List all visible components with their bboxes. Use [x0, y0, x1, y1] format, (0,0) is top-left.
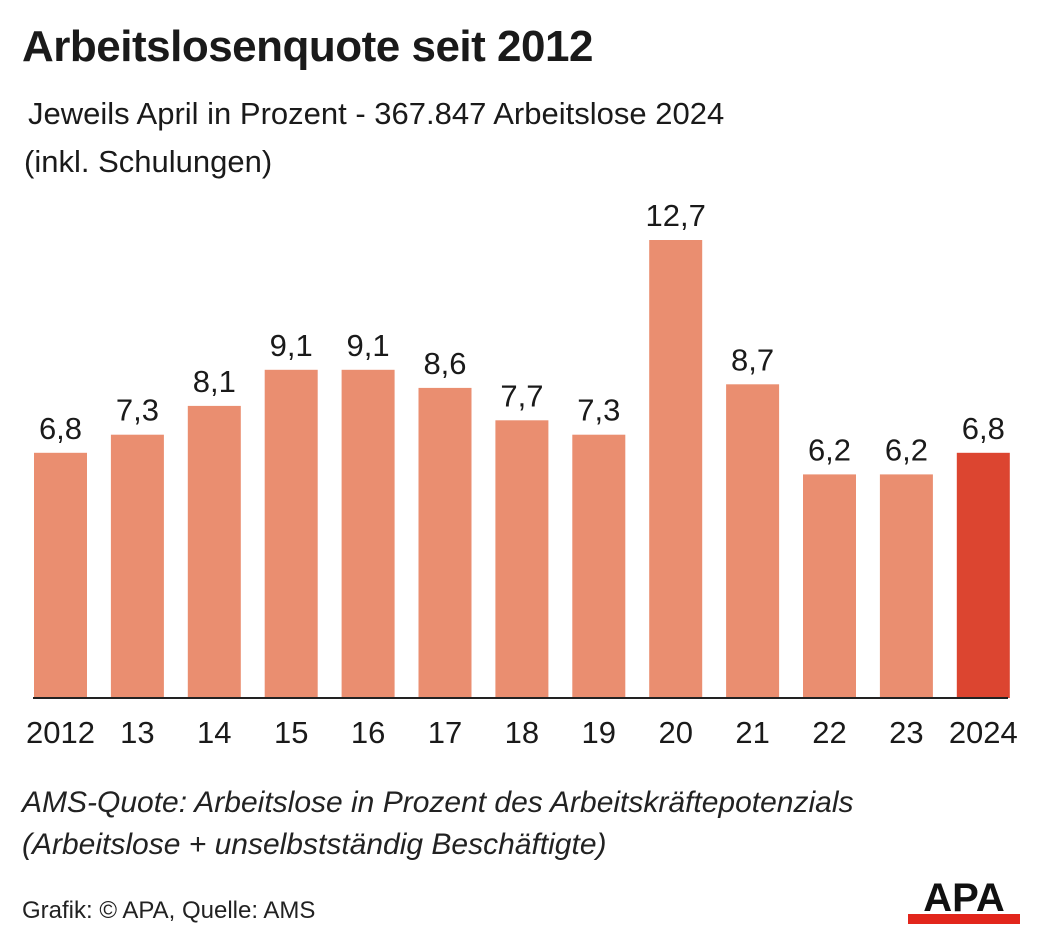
subtitle-line-1: Jeweils April in Prozent - 367.847 Arbei… — [28, 96, 725, 131]
footnote: AMS-Quote: Arbeitslose in Prozent des Ar… — [22, 782, 854, 866]
apa-logo-text: APA — [923, 878, 1004, 920]
bar-23 — [879, 474, 933, 698]
bar-2012 — [34, 452, 87, 698]
value-label-20: 12,7 — [646, 198, 706, 233]
apa-logo: APA — [908, 878, 1020, 924]
value-label-22: 6,2 — [808, 432, 851, 467]
x-tick-2024: 2024 — [949, 715, 1018, 750]
value-label-14: 8,1 — [193, 364, 236, 399]
value-label-16: 9,1 — [347, 328, 390, 363]
chart-title: Arbeitslosenquote seit 2012 — [22, 22, 593, 71]
value-label-15: 9,1 — [270, 328, 313, 363]
value-label-23: 6,2 — [885, 432, 928, 467]
bar-14 — [187, 405, 241, 698]
bar-17 — [418, 387, 472, 698]
bar-15 — [264, 369, 318, 698]
bar-16 — [341, 369, 395, 698]
subtitle-line-2: (inkl. Schulungen) — [24, 144, 273, 179]
x-tick-21: 21 — [735, 715, 769, 750]
value-label-19: 7,3 — [577, 393, 620, 428]
x-tick-20: 20 — [658, 715, 692, 750]
x-tick-18: 18 — [505, 715, 539, 750]
x-tick-14: 14 — [197, 715, 231, 750]
value-label-2024: 6,8 — [962, 411, 1005, 446]
bar-2024 — [956, 452, 1010, 698]
x-tick-13: 13 — [120, 715, 154, 750]
footnote-line-2: (Arbeitslose + unselbstständig Beschäfti… — [22, 828, 607, 861]
value-label-21: 8,7 — [731, 342, 774, 377]
x-tick-23: 23 — [889, 715, 923, 750]
x-tick-15: 15 — [274, 715, 308, 750]
bar-22 — [803, 474, 856, 698]
value-label-2012: 6,8 — [39, 411, 82, 446]
bar-19 — [572, 434, 626, 698]
chart-subtitle: Jeweils April in Prozent - 367.847 Arbei… — [24, 90, 924, 186]
value-label-18: 7,7 — [500, 378, 543, 413]
bar-13 — [110, 434, 164, 698]
x-tick-17: 17 — [428, 715, 462, 750]
apa-logo-bar — [908, 914, 1020, 924]
bar-20 — [649, 240, 703, 698]
source-credit: Grafik: © APA, Quelle: AMS — [22, 897, 316, 924]
bar-18 — [495, 420, 549, 698]
x-tick-16: 16 — [351, 715, 385, 750]
bar-21 — [726, 384, 780, 698]
footnote-line-1: AMS-Quote: Arbeitslose in Prozent des Ar… — [22, 786, 854, 819]
x-tick-19: 19 — [582, 715, 616, 750]
x-tick-22: 22 — [812, 715, 846, 750]
x-tick-2012: 2012 — [26, 715, 95, 750]
value-label-13: 7,3 — [116, 393, 159, 428]
value-label-17: 8,6 — [423, 346, 466, 381]
